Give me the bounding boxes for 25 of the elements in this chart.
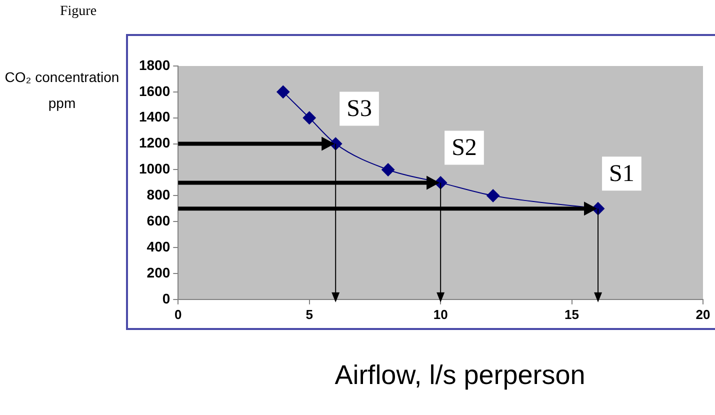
y-tick-label: 1000 <box>138 160 170 177</box>
y-tick-label: 600 <box>146 212 170 228</box>
annotation: S2 <box>452 134 477 161</box>
y-tick-label: 200 <box>146 264 170 280</box>
y-tick-label: 0 <box>162 290 170 306</box>
x-axis-title: Airflow, l/s perperson <box>334 360 586 391</box>
point <box>382 163 395 176</box>
annotation: S1 <box>609 160 634 187</box>
x-tick-label: 0 <box>174 306 182 322</box>
chart-title: Figure <box>60 4 97 20</box>
y-tick-label: 1800 <box>138 56 170 73</box>
point <box>486 189 500 202</box>
annotation: S3 <box>346 96 372 122</box>
y-tick-label: 400 <box>146 238 170 254</box>
x-tick-label: 10 <box>433 306 448 322</box>
x-tick-label: 15 <box>564 306 580 322</box>
y-tick-label: 1400 <box>138 108 170 125</box>
x-tick-label: 20 <box>696 306 710 322</box>
y-tick-label: 1200 <box>138 134 170 151</box>
point <box>302 111 316 124</box>
y-tick-label: 1600 <box>138 82 170 99</box>
x-tick-label: 5 <box>306 306 313 322</box>
y-tick-label: 800 <box>146 186 170 203</box>
point <box>276 85 290 98</box>
y-axis-title: CO₂ concentration ppm <box>4 68 120 113</box>
